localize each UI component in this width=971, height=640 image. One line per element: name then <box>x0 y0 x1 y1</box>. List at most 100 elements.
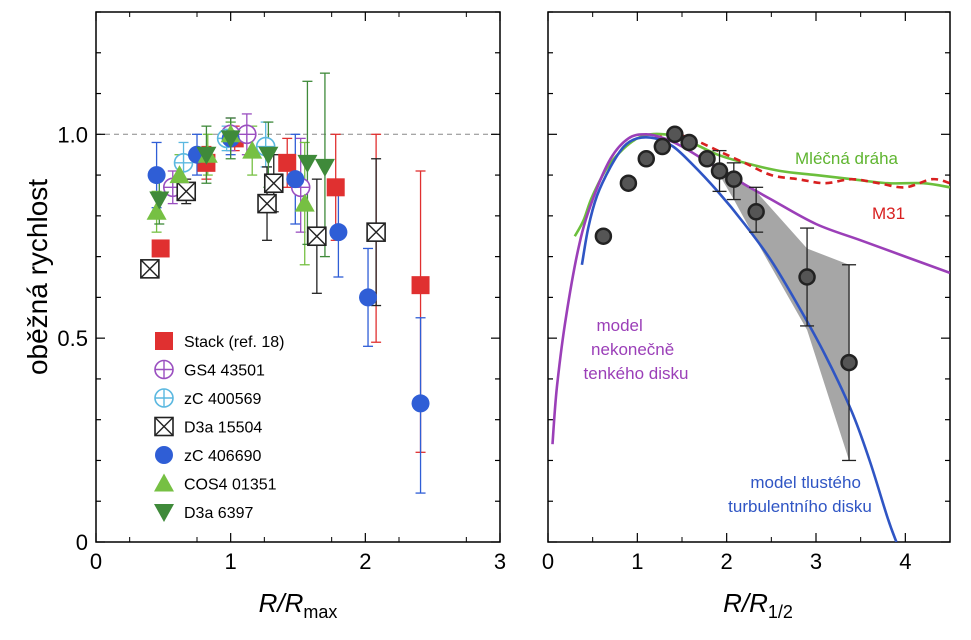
right-data-point <box>747 203 765 221</box>
model-curve-thin-disk <box>551 132 950 445</box>
data-point <box>149 191 170 210</box>
data-point <box>169 165 190 184</box>
left-x-axis-label-sub: max <box>303 602 337 622</box>
right-data-point <box>798 268 816 286</box>
right-x-tick-label: 3 <box>810 549 822 574</box>
legend-marker <box>154 416 174 437</box>
data-point <box>411 394 430 413</box>
legend-marker <box>154 473 174 492</box>
data-point <box>307 226 327 247</box>
data-point <box>257 193 277 214</box>
data-point <box>263 173 284 194</box>
data-point <box>366 222 386 242</box>
right-axes: 0 1 2 3 4 <box>542 11 950 574</box>
legend-marker <box>155 446 173 464</box>
right-data-point <box>666 125 684 144</box>
legend-label: GS4 43501 <box>184 363 265 380</box>
model-uncertainty-band <box>603 134 850 461</box>
left-plot-frame <box>95 11 501 543</box>
data-point-d2 <box>366 222 386 242</box>
right-data-point <box>680 133 698 152</box>
left-axes: 0 1 2 3 0 0.5 1.0 <box>57 11 506 574</box>
label-thin-disk-line1: model <box>596 316 642 335</box>
data-point <box>140 259 160 279</box>
right-data-point <box>725 170 743 188</box>
data-point <box>359 288 378 307</box>
label-thick-disk: model tlustého turbulentního disku <box>728 473 872 516</box>
model-curve-thick-disk <box>580 136 898 542</box>
data-point <box>411 276 430 295</box>
legend-marker <box>155 332 173 350</box>
data-point <box>237 124 257 145</box>
legend-label: zC 400569 <box>184 391 261 408</box>
left-x-tick-label: 3 <box>494 549 506 574</box>
data-point <box>329 223 348 242</box>
right-data-point <box>594 227 613 245</box>
legend-marker <box>154 359 174 380</box>
data-point <box>147 166 166 185</box>
label-thin-disk-line2: nekonečně <box>591 340 674 359</box>
right-x-tick-label: 2 <box>721 549 733 574</box>
left-chart: 0 1 2 3 0 0.5 1.0 Stack (ref. 18) GS4 43501 zC 4… <box>22 11 506 622</box>
data-point <box>326 178 345 197</box>
legend-marker <box>154 504 174 522</box>
right-x-axis-label: R/R1/2 <box>723 588 793 622</box>
data-point <box>286 170 305 189</box>
left-x-axis-label: R/Rmax <box>259 588 338 622</box>
right-data-point <box>840 353 858 372</box>
right-data-point <box>698 150 716 168</box>
left-data-points <box>140 124 430 413</box>
label-milky-way: Mléčná dráha <box>795 149 899 168</box>
right-x-tick-label: 1 <box>631 549 643 574</box>
legend-label: D3a 15504 <box>184 420 262 437</box>
data-point <box>196 146 217 165</box>
right-data-points <box>594 125 858 372</box>
data-point-d2 <box>176 181 196 201</box>
right-data-point <box>637 150 656 168</box>
data-point <box>258 146 279 165</box>
label-thick-disk-line2: turbulentního disku <box>728 497 872 516</box>
legend: Stack (ref. 18) GS4 43501 zC 400569 D3a 155… <box>154 332 284 522</box>
legend-marker-d2 <box>154 417 174 436</box>
label-thick-disk-line1: model tlustého <box>750 473 861 492</box>
left-x-tick-label: 0 <box>90 549 102 574</box>
legend-marker <box>154 388 174 408</box>
data-point <box>146 201 167 220</box>
data-point <box>278 153 297 172</box>
right-data-point <box>710 162 729 180</box>
data-point <box>176 181 197 202</box>
label-m31: M31 <box>872 204 905 223</box>
right-data-point <box>653 137 672 156</box>
data-point-d2 <box>264 173 284 193</box>
data-point-d2 <box>257 194 277 214</box>
right-data-point <box>619 174 638 192</box>
left-x-tick-label: 1 <box>225 549 237 574</box>
label-thin-disk-line3: tenkého disku <box>584 364 689 383</box>
left-y-tick-label: 1.0 <box>57 122 88 147</box>
data-point <box>151 239 170 258</box>
data-point-d2 <box>140 259 160 279</box>
y-axis-label: oběžná rychlost <box>22 179 53 375</box>
right-x-tick-label: 0 <box>542 549 554 574</box>
label-thin-disk: model nekonečně tenkého disku <box>584 316 689 383</box>
right-chart: 0 1 2 3 4 Mléčná dráha M31 model nekonečně t… <box>542 11 951 622</box>
legend-label: COS4 01351 <box>184 477 277 494</box>
right-x-axis-label-sub: 1/2 <box>768 602 793 622</box>
right-x-axis-label-main: R/R <box>723 588 768 618</box>
data-point <box>242 140 263 159</box>
data-point <box>220 130 241 149</box>
left-y-tick-label: 0 <box>76 530 88 555</box>
legend-label: Stack (ref. 18) <box>184 334 284 351</box>
right-x-tick-label: 4 <box>899 549 911 574</box>
left-x-axis-label-main: R/R <box>259 588 304 618</box>
legend-label: zC 406690 <box>184 448 261 465</box>
data-point <box>294 193 315 212</box>
left-x-tick-label: 2 <box>359 549 371 574</box>
left-y-tick-label: 0.5 <box>57 326 88 351</box>
data-point <box>314 158 335 177</box>
legend-label: D3a 6397 <box>184 505 253 522</box>
data-point <box>297 154 318 173</box>
right-plot-frame <box>547 11 951 543</box>
data-point-d2 <box>307 226 327 246</box>
